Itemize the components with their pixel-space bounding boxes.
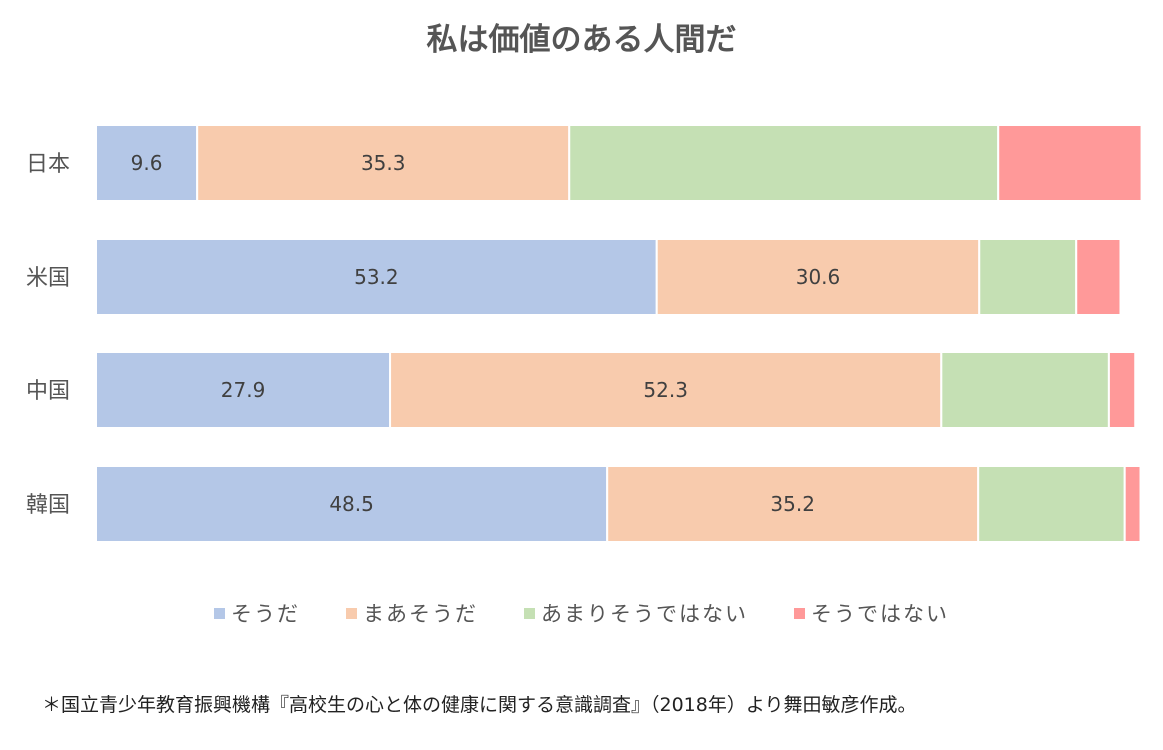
category-label: 中国 xyxy=(26,379,70,404)
bar-segment xyxy=(940,351,1110,429)
bar-segment xyxy=(1123,465,1142,543)
legend-swatch xyxy=(346,607,357,619)
bar-segment xyxy=(977,465,1126,543)
bar-segment xyxy=(95,351,392,429)
bar-segment xyxy=(1075,238,1122,316)
bar-segment xyxy=(95,124,199,202)
legend-swatch xyxy=(214,607,225,619)
data-label: 48.5 xyxy=(329,492,374,516)
bar-segment xyxy=(997,124,1143,202)
category-label: 米国 xyxy=(26,266,70,291)
data-label: 30.6 xyxy=(796,265,841,289)
bar-segment xyxy=(606,465,980,543)
source-note: ＊国立青少年教育振興機構『高校生の心と体の健康に関する意識調査』（2018年）よ… xyxy=(42,694,917,716)
bar-segment xyxy=(1107,351,1137,429)
data-label: 35.3 xyxy=(361,151,406,175)
bar-segment xyxy=(568,124,1000,202)
legend-label: あまりそうではない xyxy=(541,602,748,626)
legend-label: そうではない xyxy=(811,602,949,626)
bar-segment xyxy=(196,124,571,202)
data-label: 9.6 xyxy=(131,151,163,175)
category-label: 韓国 xyxy=(26,493,70,518)
chart-legend: そうだ まあそうだ あまりそうではない そうではない xyxy=(0,598,1163,628)
legend-item: あまりそうではない xyxy=(524,598,748,628)
data-label: 35.2 xyxy=(770,492,815,516)
legend-swatch xyxy=(794,607,805,619)
legend-label: そうだ xyxy=(231,602,300,626)
bar-segment xyxy=(655,238,981,316)
bar-segment xyxy=(389,351,943,429)
data-label: 27.9 xyxy=(221,378,266,402)
bar-segment xyxy=(978,238,1078,316)
data-label: 53.2 xyxy=(354,265,399,289)
legend-item: まあそうだ xyxy=(346,598,478,628)
category-label: 日本 xyxy=(26,152,70,177)
bar-segment xyxy=(95,238,658,316)
chart-plot-area: 日本 9.6 35.3 米国 53.2 30.6 中国 27.9 52.3 韓国 48.5 35.2 xyxy=(26,124,1143,543)
chart-title: 私は価値のある人間だ xyxy=(426,22,737,58)
legend-item: そうではない xyxy=(794,598,949,628)
legend-label: まあそうだ xyxy=(363,602,478,626)
legend-item: そうだ xyxy=(214,598,300,628)
bar-segment xyxy=(95,465,609,543)
data-label: 52.3 xyxy=(643,378,688,402)
legend-swatch xyxy=(524,607,535,619)
